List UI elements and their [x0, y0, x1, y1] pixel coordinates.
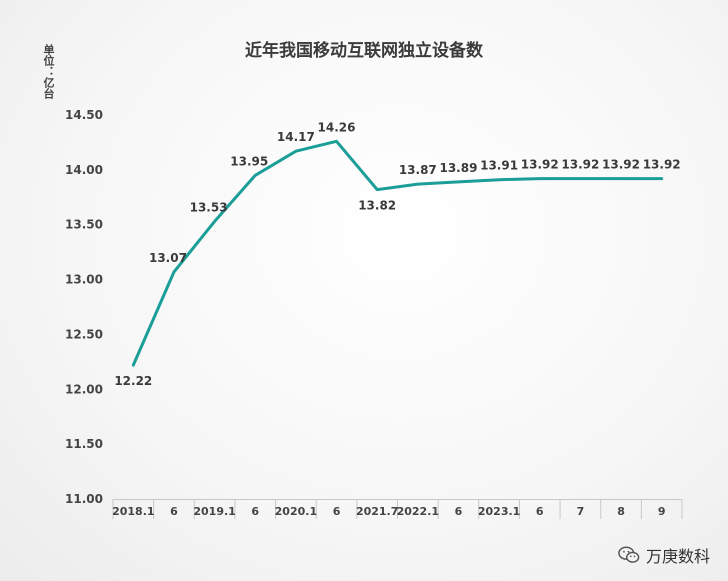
data-label: 13.89: [439, 161, 477, 175]
y-tick-label: 12.50: [65, 327, 103, 341]
data-label: 13.87: [399, 163, 437, 177]
data-label: 13.53: [190, 200, 228, 214]
x-tick-label: 6: [536, 505, 544, 518]
x-tick-label: 2018.1: [112, 505, 154, 518]
x-tick-label: 2022.1: [397, 505, 439, 518]
x-tick-label: 2021.7: [356, 505, 398, 518]
y-tick-label: 13.00: [65, 273, 103, 287]
y-tick-label: 12.00: [65, 382, 103, 396]
data-label: 13.07: [149, 251, 187, 265]
data-label: 12.22: [114, 374, 152, 388]
data-label: 13.82: [358, 199, 396, 213]
x-tick-label: 2023.1: [478, 505, 520, 518]
x-tick-label: 6: [455, 505, 463, 518]
unit-label: 单位：亿台: [42, 44, 55, 99]
x-tick-label: 8: [617, 505, 625, 518]
data-label: 13.95: [230, 154, 268, 168]
x-tick-label: 2020.1: [275, 505, 317, 518]
data-label: 13.91: [480, 159, 518, 173]
wechat-icon: [618, 546, 640, 563]
data-label: 13.92: [643, 158, 681, 172]
watermark-text: 万庚数科: [645, 547, 710, 566]
watermark: 万庚数科: [618, 543, 710, 567]
data-label: 13.92: [602, 158, 640, 172]
x-tick-label: 6: [170, 505, 178, 518]
chart-title: 近年我国移动互联网独立设备数: [245, 41, 483, 61]
data-label: 14.17: [277, 130, 315, 144]
data-label: 13.92: [561, 158, 599, 172]
y-tick-label: 14.00: [65, 163, 103, 177]
x-tick-label: 9: [658, 505, 666, 518]
y-tick-label: 11.50: [65, 437, 103, 451]
x-tick-label: 7: [577, 505, 585, 518]
y-tick-label: 13.50: [65, 218, 103, 232]
series-line: [131, 139, 664, 367]
y-tick-label: 11.00: [65, 492, 103, 506]
x-tick-label: 6: [251, 505, 259, 518]
x-tick-label: 2019.1: [193, 505, 235, 518]
x-tick-label: 6: [333, 505, 341, 518]
data-label: 13.92: [521, 158, 559, 172]
y-tick-label: 14.50: [65, 108, 103, 122]
data-label: 14.26: [318, 120, 356, 134]
